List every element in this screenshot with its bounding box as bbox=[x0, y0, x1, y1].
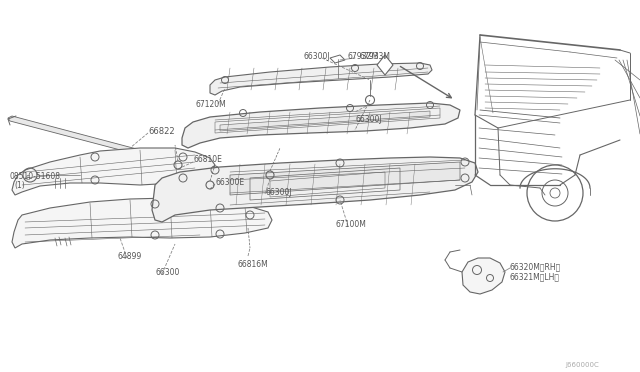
Polygon shape bbox=[210, 63, 432, 95]
Polygon shape bbox=[377, 55, 393, 75]
Text: S: S bbox=[26, 175, 30, 181]
Text: 67100M: 67100M bbox=[335, 220, 366, 229]
Text: 66300: 66300 bbox=[155, 268, 179, 277]
Text: 64899: 64899 bbox=[118, 252, 142, 261]
Text: 66300J: 66300J bbox=[304, 52, 331, 61]
Text: 66300J: 66300J bbox=[265, 188, 292, 197]
Text: 66320M〈RH〉: 66320M〈RH〉 bbox=[510, 262, 561, 271]
Text: J660000C: J660000C bbox=[565, 362, 599, 368]
Text: 66321M〈LH〉: 66321M〈LH〉 bbox=[510, 272, 560, 281]
Text: 6793ZM: 6793ZM bbox=[348, 52, 380, 61]
Polygon shape bbox=[12, 148, 215, 195]
Text: 66816M: 66816M bbox=[238, 260, 269, 269]
Polygon shape bbox=[330, 55, 345, 63]
Polygon shape bbox=[182, 103, 460, 148]
Polygon shape bbox=[220, 111, 430, 131]
Polygon shape bbox=[152, 157, 478, 222]
Text: 66300E: 66300E bbox=[215, 178, 244, 187]
Text: 66810E: 66810E bbox=[193, 155, 222, 164]
Text: (1): (1) bbox=[14, 181, 25, 190]
Text: 67120M: 67120M bbox=[196, 100, 227, 109]
Text: 08510-51608: 08510-51608 bbox=[10, 172, 61, 181]
Polygon shape bbox=[230, 162, 460, 195]
Text: 66300J: 66300J bbox=[355, 115, 381, 124]
Polygon shape bbox=[462, 258, 505, 294]
Polygon shape bbox=[8, 116, 148, 157]
Text: 66822: 66822 bbox=[148, 127, 175, 136]
Polygon shape bbox=[12, 198, 272, 248]
Text: 67933M: 67933M bbox=[360, 52, 391, 61]
